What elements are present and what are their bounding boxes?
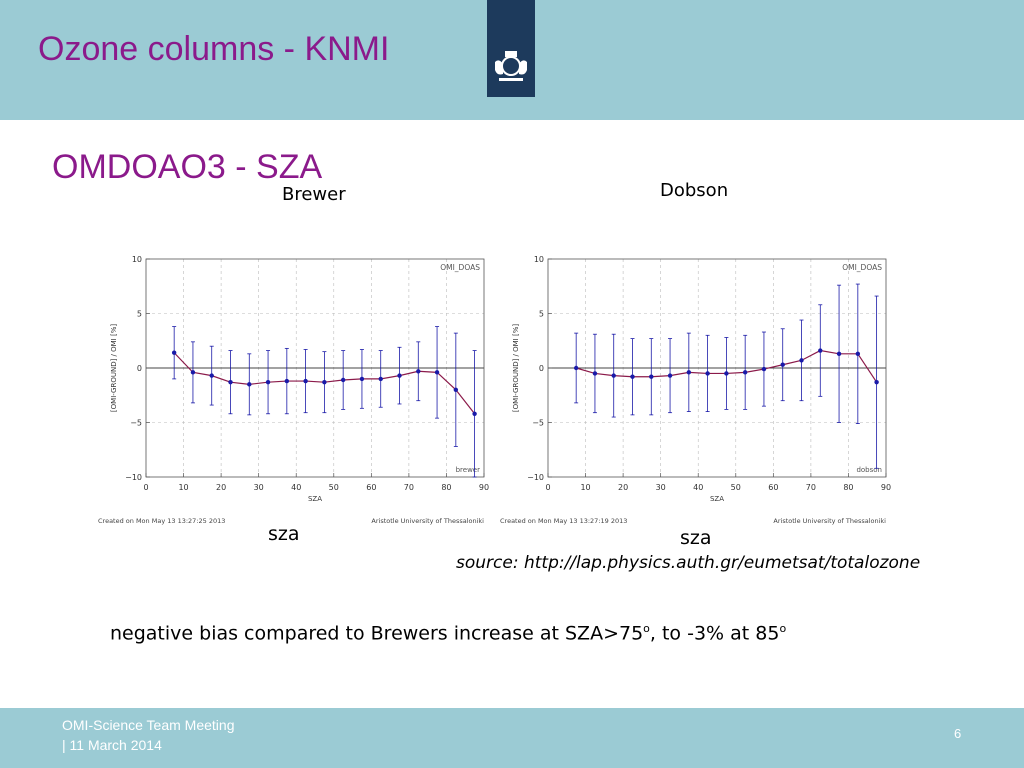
y-tick-label: −10 [125, 473, 142, 482]
x-tick-label: 80 [843, 483, 853, 492]
footer-bar: OMI-Science Team Meeting | 11 March 2014… [0, 708, 1024, 768]
data-point [284, 378, 290, 384]
x-tick-label: 30 [656, 483, 666, 492]
data-point [434, 370, 440, 375]
data-point [780, 362, 785, 367]
x-tick-label: 70 [404, 483, 414, 492]
data-point [818, 348, 823, 353]
x-tick-label: 40 [693, 483, 703, 492]
header-bar: Ozone columns - KNMI [0, 0, 1024, 120]
data-point [340, 377, 346, 383]
x-axis-label: SZA [710, 495, 724, 503]
data-point [874, 379, 879, 385]
x-tick-label: 90 [881, 483, 891, 492]
sza-label-left: sza [268, 523, 300, 545]
x-tick-label: 50 [731, 483, 741, 492]
y-tick-label: −5 [532, 419, 544, 428]
inset-label: OMI_DOAS [842, 263, 882, 272]
x-tick-label: 10 [580, 483, 590, 492]
x-tick-label: 60 [366, 483, 376, 492]
data-point [265, 379, 271, 385]
y-tick-label: 10 [132, 255, 142, 264]
degree-sup-2: o [779, 622, 787, 635]
data-point [836, 351, 842, 357]
data-point [742, 370, 748, 375]
chart-affiliation-note: Aristotle University of Thessaloniki [371, 517, 484, 525]
data-point [228, 379, 233, 385]
x-tick-label: 30 [254, 483, 264, 492]
x-tick-label: 80 [441, 483, 451, 492]
dobson-chart: 0 10 20 30 40 50 60 70 80 90 −10 −5 0 5 10 SZA [OMI-GROU… [500, 255, 891, 525]
x-tick-label: 60 [768, 483, 778, 492]
data-point [322, 379, 327, 385]
data-point [416, 369, 421, 374]
x-tick-label: 10 [178, 483, 188, 492]
y-tick-label: −10 [527, 473, 544, 482]
inset-label: OMI_DOAS [440, 263, 480, 272]
data-point [705, 371, 710, 376]
brewer-chart: 0 10 20 30 40 50 60 70 80 90 −10 −5 0 5 10 SZA [OMI-GROU… [98, 255, 489, 525]
data-point [378, 376, 383, 382]
x-tick-label: 70 [806, 483, 816, 492]
degree-sup-1: o [643, 622, 650, 635]
data-point [247, 382, 252, 387]
data-point [611, 373, 616, 378]
data-point [592, 371, 598, 376]
sza-label-right: sza [680, 527, 712, 549]
y-tick-label: 5 [137, 310, 142, 319]
data-point [359, 376, 365, 382]
brewer-label: Brewer [282, 184, 346, 205]
conclusion-part1: negative bias compared to Brewers increa… [110, 622, 644, 645]
data-point [799, 358, 804, 363]
data-point [303, 378, 308, 384]
data-point [453, 387, 459, 392]
x-tick-label: 20 [618, 483, 628, 492]
data-point [855, 351, 861, 357]
y-tick-label: 10 [534, 255, 544, 264]
coat-of-arms-logo [487, 0, 535, 97]
x-tick-label: 20 [216, 483, 226, 492]
data-point [686, 370, 692, 375]
y-tick-label: −5 [130, 419, 142, 428]
slide-title: Ozone columns - KNMI [38, 30, 390, 68]
data-point [472, 411, 477, 416]
footer-meeting: OMI-Science Team Meeting | 11 March 2014 [62, 715, 234, 755]
corner-label: dobson [856, 466, 882, 474]
data-point [761, 366, 767, 372]
y-axis-label: [OMI-GROUND] / OMI [%] [110, 324, 118, 412]
footer-line1: OMI-Science Team Meeting [62, 717, 235, 733]
x-tick-label: 40 [291, 483, 301, 492]
data-point [724, 371, 729, 376]
data-point [630, 374, 635, 379]
data-point [573, 365, 579, 371]
chart-created-note: Created on Mon May 13 13:27:25 2013 [98, 517, 225, 525]
data-point [190, 370, 196, 375]
footer-line2: | 11 March 2014 [62, 737, 162, 753]
page-number: 6 [954, 726, 962, 741]
data-point [667, 373, 673, 378]
y-tick-label: 5 [539, 310, 544, 319]
data-point [171, 350, 177, 355]
dobson-label: Dobson [660, 180, 729, 201]
y-tick-label: 0 [137, 364, 142, 373]
corner-label: brewer [456, 466, 481, 474]
x-tick-label: 90 [479, 483, 489, 492]
x-tick-label: 0 [545, 483, 550, 492]
data-point [397, 373, 402, 378]
section-subtitle: OMDOAO3 - SZA [52, 148, 323, 186]
chart-created-note: Created on Mon May 13 13:27:19 2013 [500, 517, 627, 525]
chart-affiliation-note: Aristotle University of Thessaloniki [773, 517, 886, 525]
data-point [649, 374, 654, 379]
data-point [209, 373, 214, 378]
source-citation: source: http://lap.physics.auth.gr/eumet… [456, 553, 921, 573]
x-tick-label: 0 [143, 483, 148, 492]
y-tick-label: 0 [539, 364, 544, 373]
conclusion-text: negative bias compared to Brewers increa… [110, 622, 786, 644]
conclusion-part2: , to -3% at 85 [649, 622, 780, 645]
x-axis-label: SZA [308, 495, 322, 503]
y-axis-label: [OMI-GROUND] / OMI [%] [512, 324, 520, 412]
x-tick-label: 50 [329, 483, 339, 492]
